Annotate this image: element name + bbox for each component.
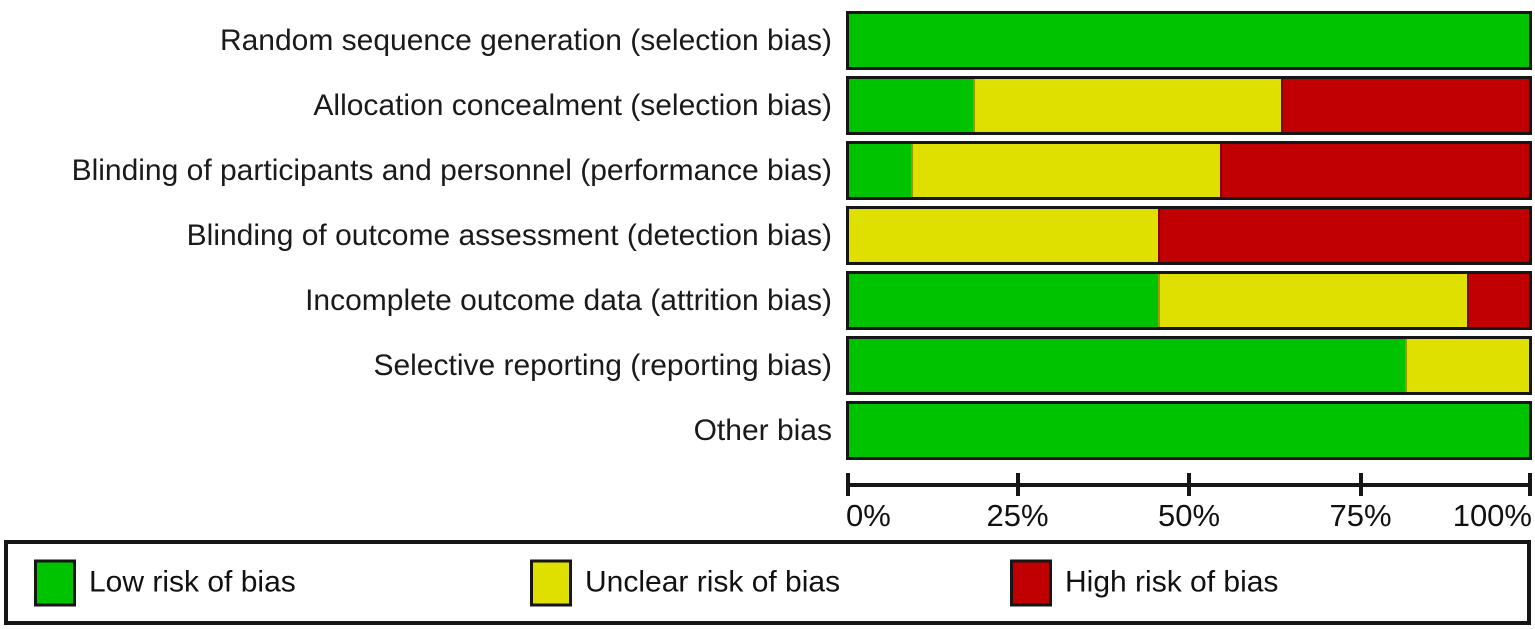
x-axis-tick: [1358, 473, 1363, 496]
row-label: Incomplete outcome data (attrition bias): [305, 283, 832, 317]
x-axis-tick: [1187, 473, 1191, 496]
stacked-bar: [846, 76, 1532, 135]
legend-item-low-risk-of-bias: Low risk of bias: [34, 559, 296, 606]
bar-segment-unclear-risk-of-bias: [910, 144, 1220, 197]
x-axis-row: 0% 25% 50% 75% 100%: [0, 469, 1535, 541]
bar-segment-high-risk-of-bias: [1219, 144, 1529, 197]
stacked-bar: [846, 11, 1532, 70]
bar-segment-low-risk-of-bias: [849, 144, 911, 197]
stacked-bar: [846, 336, 1532, 395]
x-axis-tick-label: 50%: [1157, 498, 1221, 533]
bar-segment-low-risk-of-bias: [849, 274, 1159, 327]
chart-row: Other bias: [0, 398, 1535, 463]
row-label: Other bias: [693, 413, 832, 447]
bar-segment-high-risk-of-bias: [1281, 79, 1529, 132]
x-axis-tick: [1528, 473, 1532, 496]
x-axis-tick-label: 100%: [1452, 498, 1532, 533]
stacked-bar: [846, 401, 1532, 460]
axis-spacer: [0, 469, 846, 541]
bar-segment-unclear-risk-of-bias: [972, 79, 1282, 132]
bar-segment-low-risk-of-bias: [849, 79, 973, 132]
stacked-bar: [846, 206, 1532, 265]
bar-segment-unclear-risk-of-bias: [1158, 274, 1468, 327]
chart-row: Random sequence generation (selection bi…: [0, 8, 1535, 73]
legend: Low risk of bias Unclear risk of bias High…: [4, 540, 1531, 625]
x-axis-tick-label: 75%: [1329, 498, 1392, 533]
x-axis-tick: [846, 473, 850, 496]
x-axis-tick: [1015, 473, 1020, 496]
bar-segment-low-risk-of-bias: [849, 339, 1406, 392]
bar-segment-unclear-risk-of-bias: [1405, 339, 1529, 392]
chart-row: Blinding of participants and personnel (…: [0, 138, 1535, 203]
row-label: Allocation concealment (selection bias): [313, 88, 832, 122]
bar-segment-high-risk-of-bias: [1467, 274, 1529, 327]
legend-label: Low risk of bias: [89, 565, 296, 599]
bar-segment-low-risk-of-bias: [849, 404, 1529, 457]
x-axis-tick-label: 25%: [986, 498, 1049, 533]
legend-item-unclear-risk-of-bias: Unclear risk of bias: [530, 559, 840, 606]
bar-segment-high-risk-of-bias: [1158, 209, 1529, 262]
chart-row: Selective reporting (reporting bias): [0, 333, 1535, 398]
chart-row: Allocation concealment (selection bias): [0, 73, 1535, 138]
row-label: Blinding of participants and personnel (…: [71, 153, 832, 187]
chart-rows: Random sequence generation (selection bi…: [0, 8, 1535, 463]
legend-label: High risk of bias: [1065, 565, 1279, 599]
row-label: Selective reporting (reporting bias): [373, 348, 832, 382]
chart-row: Blinding of outcome assessment (detectio…: [0, 203, 1535, 268]
stacked-bar: [846, 271, 1532, 330]
legend-label: Unclear risk of bias: [585, 565, 841, 599]
row-label: Random sequence generation (selection bi…: [219, 23, 832, 57]
legend-swatch-high-risk-of-bias: [1010, 559, 1052, 606]
stacked-bar: [846, 141, 1532, 200]
legend-item-high-risk-of-bias: High risk of bias: [1010, 559, 1278, 606]
chart-row: Incomplete outcome data (attrition bias): [0, 268, 1535, 333]
legend-swatch-low-risk-of-bias: [34, 559, 76, 606]
x-axis: 0% 25% 50% 75% 100%: [846, 469, 1532, 541]
legend-swatch-unclear-risk-of-bias: [530, 559, 572, 606]
row-label: Blinding of outcome assessment (detectio…: [186, 218, 832, 252]
bar-segment-unclear-risk-of-bias: [849, 209, 1159, 262]
bar-segment-low-risk-of-bias: [849, 14, 1529, 67]
x-axis-tick-label: 0%: [846, 498, 891, 533]
